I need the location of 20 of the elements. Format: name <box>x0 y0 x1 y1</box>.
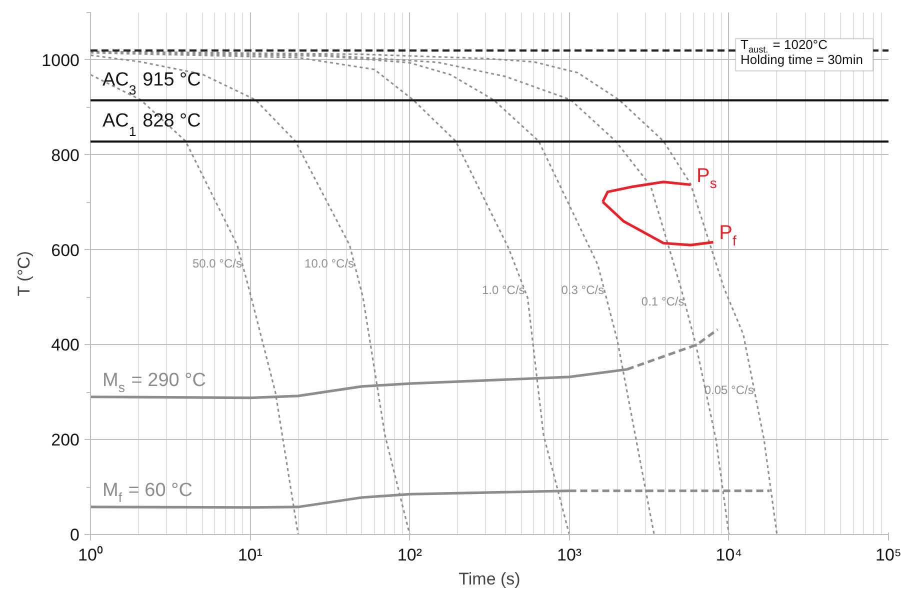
series-label: 0.1 °C/s <box>641 294 684 308</box>
series-label: 50.0 °C/s <box>192 256 242 270</box>
x-tick-label: 10² <box>397 546 422 564</box>
y-tick-label: 1000 <box>42 50 80 70</box>
series-label: 1.0 °C/s <box>482 282 525 297</box>
y-tick-label: 600 <box>51 240 80 260</box>
y-tick-label: 400 <box>51 336 80 355</box>
x-tick-label: 10⁰ <box>78 546 103 564</box>
annotation: Holding time = 30min <box>740 52 863 68</box>
x-tick-label: 10¹ <box>238 546 263 564</box>
series-label: 10.0 °C/s <box>304 256 354 270</box>
y-tick-label: 800 <box>51 146 80 165</box>
x-tick-label: 10³ <box>557 546 582 564</box>
y-axis-title: T (°C) <box>14 251 34 296</box>
y-tick-label: 200 <box>51 430 80 450</box>
series-label: 0.05 °C/s <box>704 383 754 398</box>
x-axis-title: Time (s) <box>458 570 520 588</box>
x-tick-label: 10⁵ <box>876 546 901 564</box>
x-tick-label: 10⁴ <box>716 546 742 564</box>
y-tick-label: 0 <box>70 526 80 544</box>
